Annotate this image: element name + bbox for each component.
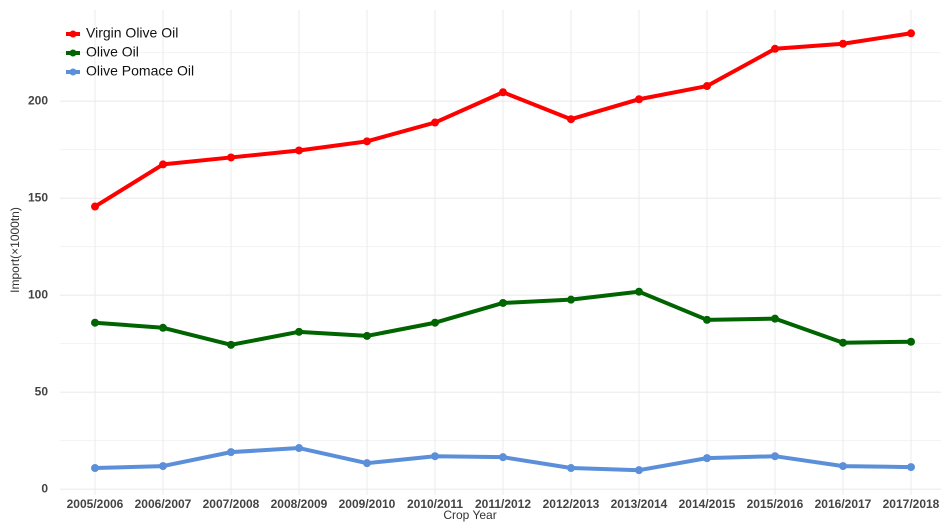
point bbox=[431, 118, 439, 127]
point bbox=[91, 318, 99, 327]
point bbox=[567, 464, 575, 473]
y-tick-label: 50 bbox=[35, 384, 49, 398]
x-axis-label: Crop Year bbox=[443, 508, 496, 522]
point bbox=[363, 331, 371, 340]
point bbox=[159, 323, 167, 332]
point bbox=[703, 315, 711, 324]
point bbox=[499, 298, 507, 307]
point bbox=[771, 314, 779, 323]
point bbox=[227, 340, 235, 349]
point bbox=[363, 459, 371, 468]
point bbox=[771, 44, 779, 53]
x-tick-label: 2014/2015 bbox=[679, 497, 736, 511]
point bbox=[907, 337, 915, 346]
point bbox=[635, 466, 643, 475]
point bbox=[91, 464, 99, 473]
x-tick-label: 2010/2011 bbox=[407, 497, 463, 511]
point bbox=[839, 462, 847, 471]
point bbox=[499, 453, 507, 462]
y-tick-label: 0 bbox=[41, 481, 48, 495]
point bbox=[431, 452, 439, 461]
point bbox=[771, 452, 779, 461]
point bbox=[295, 146, 303, 155]
x-tick-label: 2012/2013 bbox=[543, 497, 600, 511]
point bbox=[499, 88, 507, 97]
point bbox=[567, 115, 575, 124]
point bbox=[907, 463, 915, 472]
x-tick-label: 2013/2014 bbox=[611, 497, 668, 511]
point bbox=[159, 462, 167, 471]
y-tick-label: 150 bbox=[28, 190, 48, 204]
point bbox=[839, 338, 847, 347]
point bbox=[159, 160, 167, 169]
x-tick-label: 2015/2016 bbox=[747, 497, 804, 511]
x-tick-label: 2016/2017 bbox=[815, 497, 872, 511]
legend-label: Olive Pomace Oil bbox=[86, 63, 194, 79]
legend-dot bbox=[69, 68, 77, 76]
point bbox=[567, 295, 575, 304]
point bbox=[635, 95, 643, 104]
point bbox=[295, 327, 303, 336]
point bbox=[635, 287, 643, 296]
x-tick-label: 2011/2012 bbox=[475, 497, 531, 511]
point bbox=[839, 39, 847, 48]
x-tick-label: 2009/2010 bbox=[339, 497, 396, 511]
x-tick-label: 2006/2007 bbox=[135, 497, 192, 511]
point bbox=[363, 137, 371, 146]
x-tick-label: 2008/2009 bbox=[271, 497, 328, 511]
y-axis-label: Import(×1000tn) bbox=[8, 207, 22, 293]
point bbox=[91, 202, 99, 211]
point bbox=[431, 318, 439, 327]
point bbox=[227, 448, 235, 457]
legend-label: Virgin Olive Oil bbox=[86, 25, 178, 41]
x-tick-label: 2005/2006 bbox=[67, 497, 124, 511]
y-tick-label: 200 bbox=[28, 93, 48, 107]
legend-dot bbox=[69, 49, 77, 57]
point bbox=[295, 444, 303, 453]
y-tick-label: 100 bbox=[28, 287, 48, 301]
legend-dot bbox=[69, 30, 77, 38]
x-tick-label: 2017/2018 bbox=[883, 497, 940, 511]
point bbox=[227, 153, 235, 162]
point bbox=[907, 29, 915, 38]
point bbox=[703, 454, 711, 463]
point bbox=[703, 82, 711, 91]
legend-label: Olive Oil bbox=[86, 44, 139, 60]
x-tick-label: 2007/2008 bbox=[203, 497, 260, 511]
